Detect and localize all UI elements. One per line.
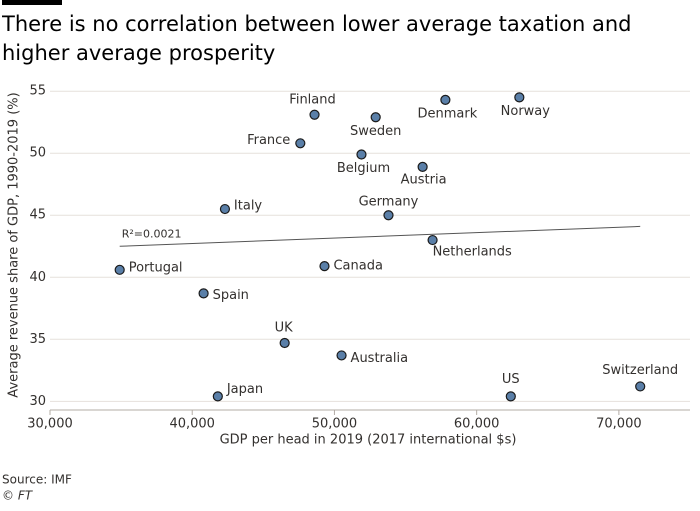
point-label: Belgium bbox=[337, 161, 390, 176]
point bbox=[336, 350, 347, 361]
point-label: Japan bbox=[226, 382, 263, 397]
title-bar bbox=[2, 0, 62, 5]
point-label: Switzerland bbox=[602, 363, 678, 378]
point bbox=[356, 149, 367, 160]
point bbox=[198, 288, 209, 299]
source: Source: IMF bbox=[2, 473, 72, 487]
y-tick-label: 40 bbox=[29, 270, 46, 285]
point bbox=[309, 109, 320, 120]
point-label: US bbox=[502, 372, 520, 387]
point bbox=[370, 112, 381, 123]
point bbox=[383, 210, 394, 221]
point bbox=[279, 337, 290, 349]
x-tick-label: 50,000 bbox=[312, 417, 358, 432]
point-label: Portugal bbox=[129, 260, 183, 275]
point-label: Denmark bbox=[417, 106, 477, 121]
y-tick-label: 35 bbox=[29, 332, 46, 347]
point bbox=[114, 264, 125, 275]
point bbox=[212, 391, 223, 402]
point-label: Italy bbox=[234, 199, 263, 214]
x-axis-label: GDP per head in 2019 (2017 international… bbox=[220, 433, 517, 448]
trend-label: R²=0.0021 bbox=[122, 227, 182, 240]
point bbox=[514, 92, 525, 103]
point-label: Finland bbox=[289, 92, 335, 107]
y-axis-label: Average revenue share of GDP, 1990-2019 … bbox=[7, 92, 22, 397]
x-tick-label: 30,000 bbox=[27, 417, 73, 432]
credit: © FT bbox=[2, 489, 34, 503]
point-label: Australia bbox=[351, 351, 409, 366]
point-label: France bbox=[247, 133, 290, 148]
point-label: Spain bbox=[213, 288, 249, 303]
point bbox=[219, 203, 231, 215]
x-tick-label: 40,000 bbox=[169, 417, 215, 432]
point-label: UK bbox=[275, 321, 294, 336]
point bbox=[427, 234, 438, 246]
y-tick-label: 45 bbox=[29, 208, 46, 223]
point-label: Canada bbox=[333, 259, 382, 274]
point-label: Norway bbox=[501, 104, 551, 119]
point-label: Germany bbox=[359, 195, 419, 210]
point bbox=[417, 161, 428, 172]
point bbox=[635, 381, 646, 392]
y-tick-label: 50 bbox=[29, 146, 46, 161]
point bbox=[295, 138, 306, 149]
chart-title: There is no correlation between lower av… bbox=[2, 12, 632, 65]
x-tick-label: 60,000 bbox=[454, 417, 500, 432]
trend-line bbox=[119, 225, 641, 247]
x-tick-label: 70,000 bbox=[596, 417, 642, 432]
point bbox=[440, 94, 451, 105]
title-box: There is no correlation between lower av… bbox=[2, 12, 632, 65]
point-label: Austria bbox=[401, 172, 447, 187]
point bbox=[319, 261, 330, 272]
y-tick-label: 30 bbox=[29, 394, 46, 409]
point-label: Sweden bbox=[350, 124, 401, 139]
y-tick-label: 55 bbox=[29, 84, 46, 99]
point bbox=[505, 391, 516, 402]
point-label: Netherlands bbox=[433, 245, 512, 260]
